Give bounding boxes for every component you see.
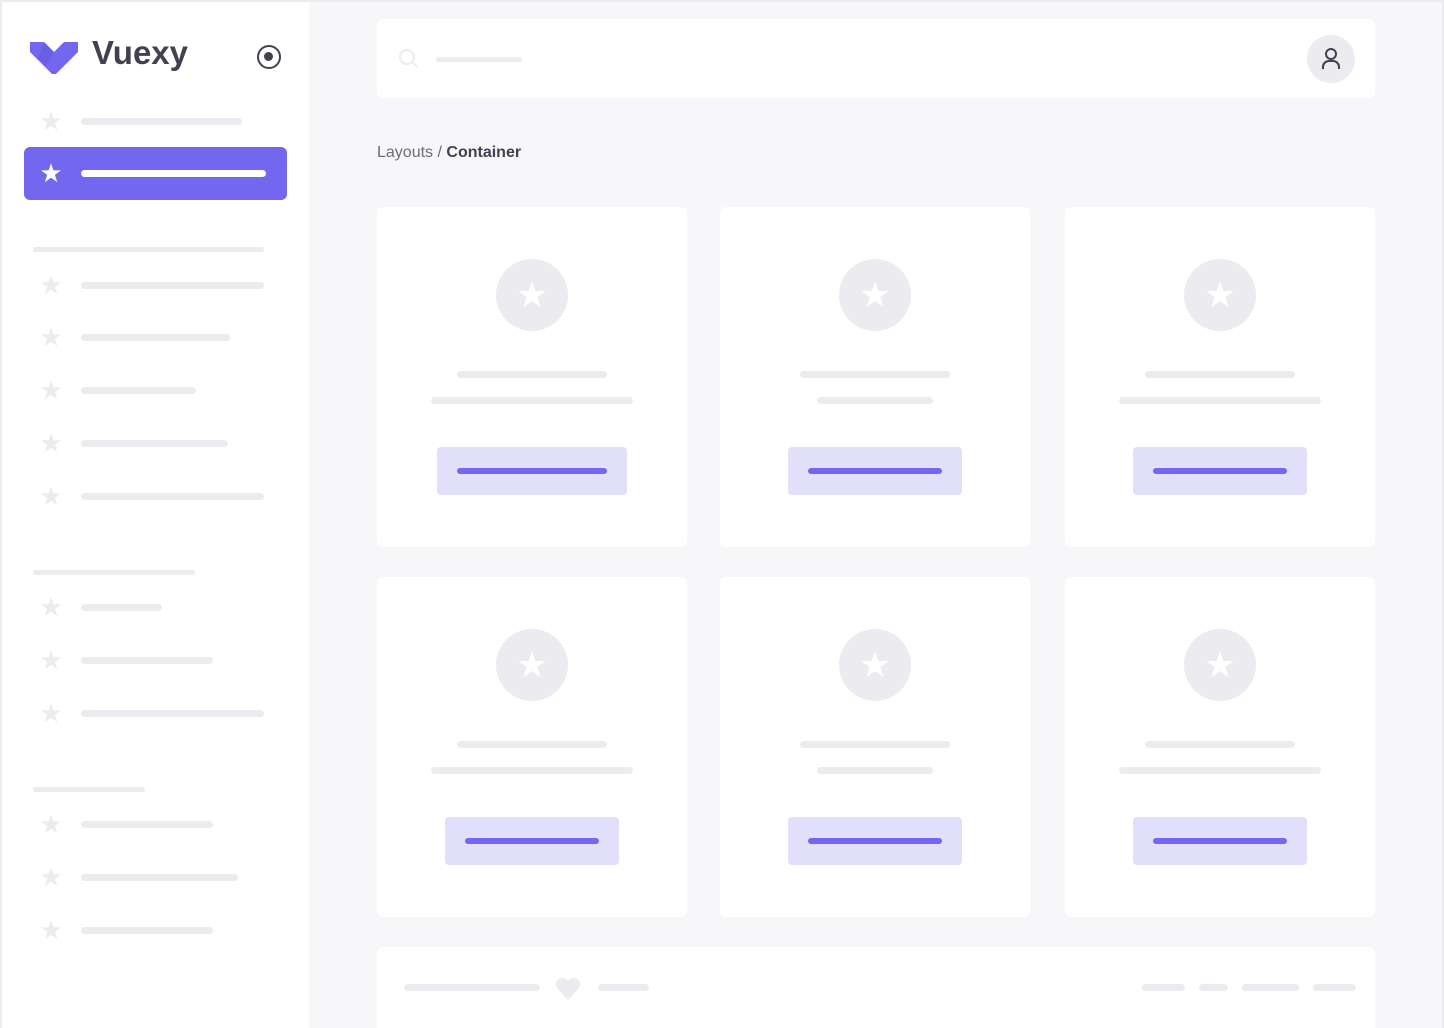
- pin-sidebar-toggle[interactable]: [257, 45, 281, 69]
- footer-link[interactable]: [1199, 984, 1228, 991]
- card-title: [1145, 741, 1295, 748]
- card-title: [800, 741, 950, 748]
- card: ★: [720, 577, 1030, 917]
- card-title: [457, 741, 607, 748]
- star-icon: ★: [39, 645, 63, 675]
- search-icon[interactable]: [399, 49, 419, 69]
- card: ★: [1065, 577, 1375, 917]
- card-button[interactable]: [1133, 447, 1307, 495]
- card-button[interactable]: [788, 817, 962, 865]
- footer-link[interactable]: [1242, 984, 1299, 991]
- search-input[interactable]: [436, 57, 522, 62]
- star-icon: ★: [839, 259, 911, 331]
- card-title: [1145, 371, 1295, 378]
- card-subtitle: [817, 397, 933, 404]
- nav-item[interactable]: ★: [2, 317, 302, 357]
- nav-item[interactable]: ★: [2, 804, 302, 844]
- card-title: [800, 371, 950, 378]
- star-icon: ★: [1184, 259, 1256, 331]
- card-subtitle: [817, 767, 933, 774]
- nav-item[interactable]: ★: [2, 101, 302, 141]
- nav-item[interactable]: ★: [2, 910, 302, 950]
- nav-item-label: [81, 387, 196, 394]
- heart-icon: [555, 977, 581, 1000]
- breadcrumb-current: Container: [446, 144, 522, 161]
- star-icon: ★: [39, 106, 63, 136]
- footer: [377, 947, 1375, 1028]
- card-subtitle: [431, 397, 633, 404]
- star-icon: ★: [1184, 629, 1256, 701]
- card-subtitle: [1119, 397, 1321, 404]
- radio-circle-icon: [264, 52, 273, 61]
- nav-item[interactable]: ★: [2, 640, 302, 680]
- card: ★: [720, 207, 1030, 547]
- nav-item-label: [81, 334, 230, 341]
- star-icon: ★: [39, 158, 63, 188]
- star-icon: ★: [39, 428, 63, 458]
- star-icon: ★: [39, 270, 63, 300]
- nav-item[interactable]: ★: [2, 265, 302, 305]
- card: ★: [1065, 207, 1375, 547]
- nav-section-header: [33, 570, 195, 575]
- vuexy-logo: [30, 42, 78, 74]
- breadcrumb-separator: /: [433, 144, 447, 161]
- card-button[interactable]: [1133, 817, 1307, 865]
- star-icon: ★: [496, 629, 568, 701]
- star-icon: ★: [39, 862, 63, 892]
- star-icon: ★: [839, 629, 911, 701]
- star-icon: ★: [39, 915, 63, 945]
- nav-item-label: [81, 874, 238, 881]
- star-icon: ★: [39, 322, 63, 352]
- nav-item-label: [81, 927, 213, 934]
- nav-item[interactable]: ★: [2, 476, 302, 516]
- star-icon: ★: [39, 375, 63, 405]
- nav-item-active[interactable]: ★: [24, 147, 287, 200]
- nav-section-header: [33, 787, 145, 792]
- nav-item-label: [81, 821, 213, 828]
- footer-text: [404, 984, 540, 991]
- nav-section-header: [33, 247, 264, 252]
- nav-item[interactable]: ★: [2, 857, 302, 897]
- brand-name: Vuexy: [92, 34, 189, 71]
- star-icon: ★: [39, 809, 63, 839]
- card: ★: [377, 577, 687, 917]
- footer-text: [598, 984, 649, 991]
- top-navbar: [377, 19, 1375, 98]
- footer-link[interactable]: [1313, 984, 1356, 991]
- card-subtitle: [1119, 767, 1321, 774]
- star-icon: ★: [39, 592, 63, 622]
- breadcrumb: Layouts / Container: [377, 144, 521, 162]
- nav-item-label: [81, 657, 213, 664]
- nav-item-label: [81, 282, 264, 289]
- footer-link[interactable]: [1142, 984, 1185, 991]
- card-subtitle: [431, 767, 633, 774]
- nav-item[interactable]: ★: [2, 693, 302, 733]
- star-icon: ★: [39, 481, 63, 511]
- card: ★: [377, 207, 687, 547]
- breadcrumb-parent[interactable]: Layouts: [377, 144, 434, 161]
- nav-item-label: [81, 604, 162, 611]
- sidebar: Vuexy ★ ★ ★ ★ ★ ★ ★ ★ ★ ★ ★ ★ ★: [2, 2, 309, 1028]
- nav-item-label: [81, 170, 266, 177]
- card-button[interactable]: [788, 447, 962, 495]
- card-title: [457, 371, 607, 378]
- avatar[interactable]: [1307, 35, 1355, 83]
- card-button[interactable]: [437, 447, 627, 495]
- nav-item[interactable]: ★: [2, 587, 302, 627]
- nav-item-label: [81, 440, 228, 447]
- nav-item-label: [81, 493, 264, 500]
- user-icon: [1322, 48, 1340, 69]
- nav-item-label: [81, 710, 264, 717]
- nav-item[interactable]: ★: [2, 423, 302, 463]
- card-button[interactable]: [445, 817, 619, 865]
- nav-item[interactable]: ★: [2, 370, 302, 410]
- star-icon: ★: [496, 259, 568, 331]
- star-icon: ★: [39, 698, 63, 728]
- nav-item-label: [81, 118, 242, 125]
